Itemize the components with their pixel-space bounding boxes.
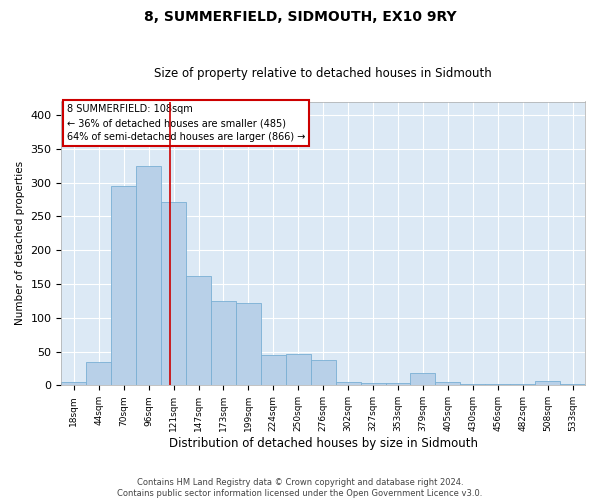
Bar <box>136 166 161 386</box>
Bar <box>161 202 186 386</box>
Bar <box>211 301 236 386</box>
Bar <box>535 380 560 386</box>
Bar <box>386 384 410 386</box>
Bar <box>460 384 485 386</box>
Bar <box>485 384 510 386</box>
Bar <box>186 276 211 386</box>
Y-axis label: Number of detached properties: Number of detached properties <box>15 162 25 326</box>
Bar <box>236 303 261 386</box>
Bar <box>361 382 386 386</box>
Bar <box>560 384 585 386</box>
Text: 8, SUMMERFIELD, SIDMOUTH, EX10 9RY: 8, SUMMERFIELD, SIDMOUTH, EX10 9RY <box>143 10 457 24</box>
Title: Size of property relative to detached houses in Sidmouth: Size of property relative to detached ho… <box>154 66 492 80</box>
Bar <box>335 382 361 386</box>
X-axis label: Distribution of detached houses by size in Sidmouth: Distribution of detached houses by size … <box>169 437 478 450</box>
Bar <box>61 382 86 386</box>
Text: Contains HM Land Registry data © Crown copyright and database right 2024.
Contai: Contains HM Land Registry data © Crown c… <box>118 478 482 498</box>
Bar <box>311 360 335 386</box>
Bar <box>86 362 111 386</box>
Bar <box>111 186 136 386</box>
Bar <box>261 355 286 386</box>
Bar <box>286 354 311 386</box>
Bar <box>510 384 535 386</box>
Text: 8 SUMMERFIELD: 108sqm
← 36% of detached houses are smaller (485)
64% of semi-det: 8 SUMMERFIELD: 108sqm ← 36% of detached … <box>67 104 305 142</box>
Bar <box>436 382 460 386</box>
Bar <box>410 373 436 386</box>
